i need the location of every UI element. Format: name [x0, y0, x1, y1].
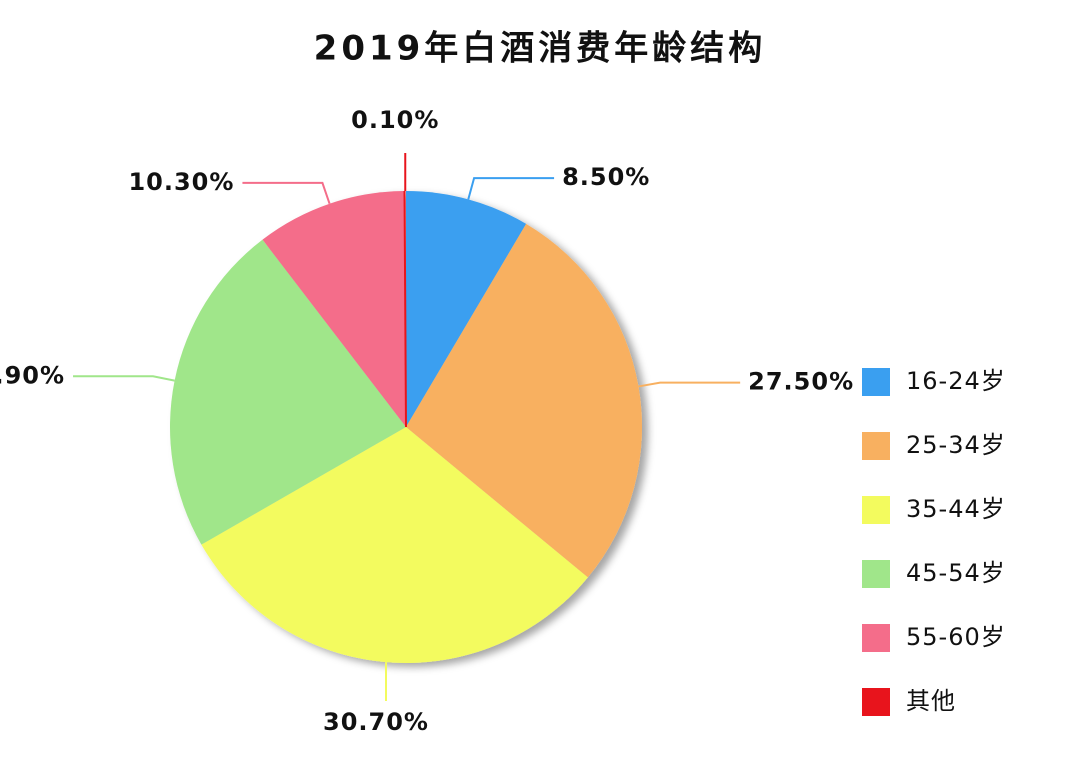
legend-label: 其他	[906, 687, 956, 715]
legend-label: 35-44岁	[906, 495, 1006, 523]
data-label: 30.70%	[323, 708, 429, 736]
legend-swatch	[862, 496, 890, 524]
legend-label: 25-34岁	[906, 431, 1006, 459]
slice	[403, 190, 407, 428]
leader-line	[73, 375, 175, 382]
data-label: 27.50%	[748, 368, 854, 396]
legend-label: 55-60岁	[906, 623, 1006, 651]
data-label: 22.90%	[0, 361, 65, 389]
legend-label: 16-24岁	[906, 367, 1006, 395]
legend-swatch	[862, 624, 890, 652]
data-label: 10.30%	[128, 168, 234, 196]
data-label: 0.10%	[351, 106, 439, 134]
data-label: 8.50%	[562, 163, 650, 191]
slice	[406, 223, 642, 578]
pie	[170, 190, 642, 663]
leader-line	[638, 381, 741, 388]
slice	[170, 239, 406, 545]
legend-label: 45-54岁	[906, 559, 1006, 587]
legend-swatch	[862, 368, 890, 396]
chart-title: 2019年白酒消费年龄结构	[314, 29, 767, 69]
legend-swatch	[862, 688, 890, 716]
slice	[406, 191, 527, 427]
leader-line	[467, 177, 555, 200]
slice	[201, 427, 588, 663]
legend-swatch	[862, 432, 890, 460]
legend-swatch	[862, 560, 890, 588]
slice	[262, 191, 406, 427]
leader-line	[242, 181, 331, 205]
